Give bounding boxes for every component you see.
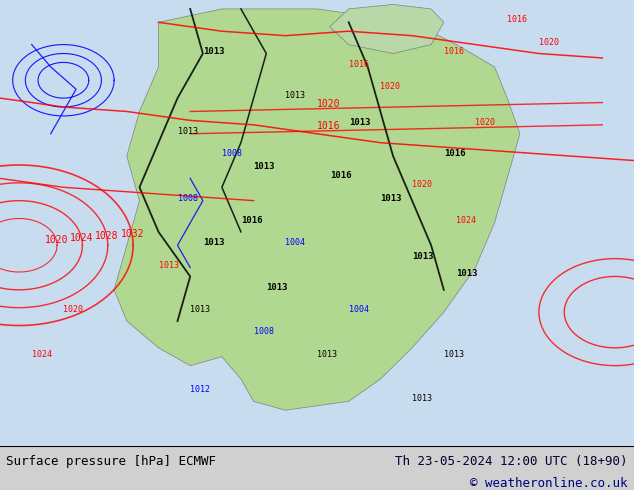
Text: 1016: 1016: [349, 60, 369, 69]
Text: 1020: 1020: [63, 305, 84, 314]
Text: 1020: 1020: [412, 180, 432, 189]
Text: 1016: 1016: [330, 172, 351, 180]
Text: 1013: 1013: [266, 283, 288, 292]
Text: 1013: 1013: [380, 194, 402, 203]
Text: 1020: 1020: [44, 235, 68, 245]
Text: 1024: 1024: [456, 216, 477, 225]
Text: 1013: 1013: [178, 127, 198, 136]
Text: 1013: 1013: [349, 118, 370, 127]
Text: 1004: 1004: [349, 305, 369, 314]
Text: 1013: 1013: [254, 163, 275, 172]
Text: 1008: 1008: [222, 149, 242, 158]
Text: 1020: 1020: [380, 82, 401, 91]
Text: © weatheronline.co.uk: © weatheronline.co.uk: [470, 477, 628, 490]
Text: 1012: 1012: [190, 386, 210, 394]
Text: Surface pressure [hPa] ECMWF: Surface pressure [hPa] ECMWF: [6, 455, 216, 468]
Text: 1016: 1016: [444, 149, 465, 158]
Text: 1028: 1028: [95, 231, 119, 241]
Text: 1013: 1013: [203, 47, 224, 55]
Text: 1020: 1020: [539, 38, 559, 47]
Text: 1016: 1016: [444, 47, 464, 55]
Text: 1013: 1013: [158, 261, 179, 270]
Text: 1013: 1013: [456, 270, 478, 278]
Text: 1020: 1020: [317, 99, 340, 109]
Polygon shape: [330, 4, 444, 53]
Text: 1024: 1024: [70, 233, 93, 243]
Text: 1013: 1013: [412, 252, 434, 261]
Text: 1008: 1008: [254, 327, 274, 337]
Text: 1024: 1024: [32, 350, 52, 359]
Polygon shape: [114, 9, 520, 410]
Text: 1013: 1013: [412, 394, 432, 403]
Text: 1016: 1016: [317, 122, 340, 131]
Text: 1008: 1008: [178, 194, 198, 203]
Text: 1016: 1016: [241, 216, 262, 225]
Text: 1013: 1013: [190, 305, 210, 314]
Text: 1020: 1020: [476, 118, 496, 127]
Text: 1004: 1004: [285, 238, 306, 247]
Text: 1013: 1013: [444, 350, 464, 359]
Text: Th 23-05-2024 12:00 UTC (18+90): Th 23-05-2024 12:00 UTC (18+90): [395, 455, 628, 468]
Text: 1016: 1016: [507, 15, 527, 24]
Text: 1013: 1013: [203, 238, 224, 247]
Text: 1032: 1032: [120, 229, 144, 239]
Text: 1013: 1013: [285, 91, 306, 100]
Text: 1013: 1013: [317, 350, 337, 359]
